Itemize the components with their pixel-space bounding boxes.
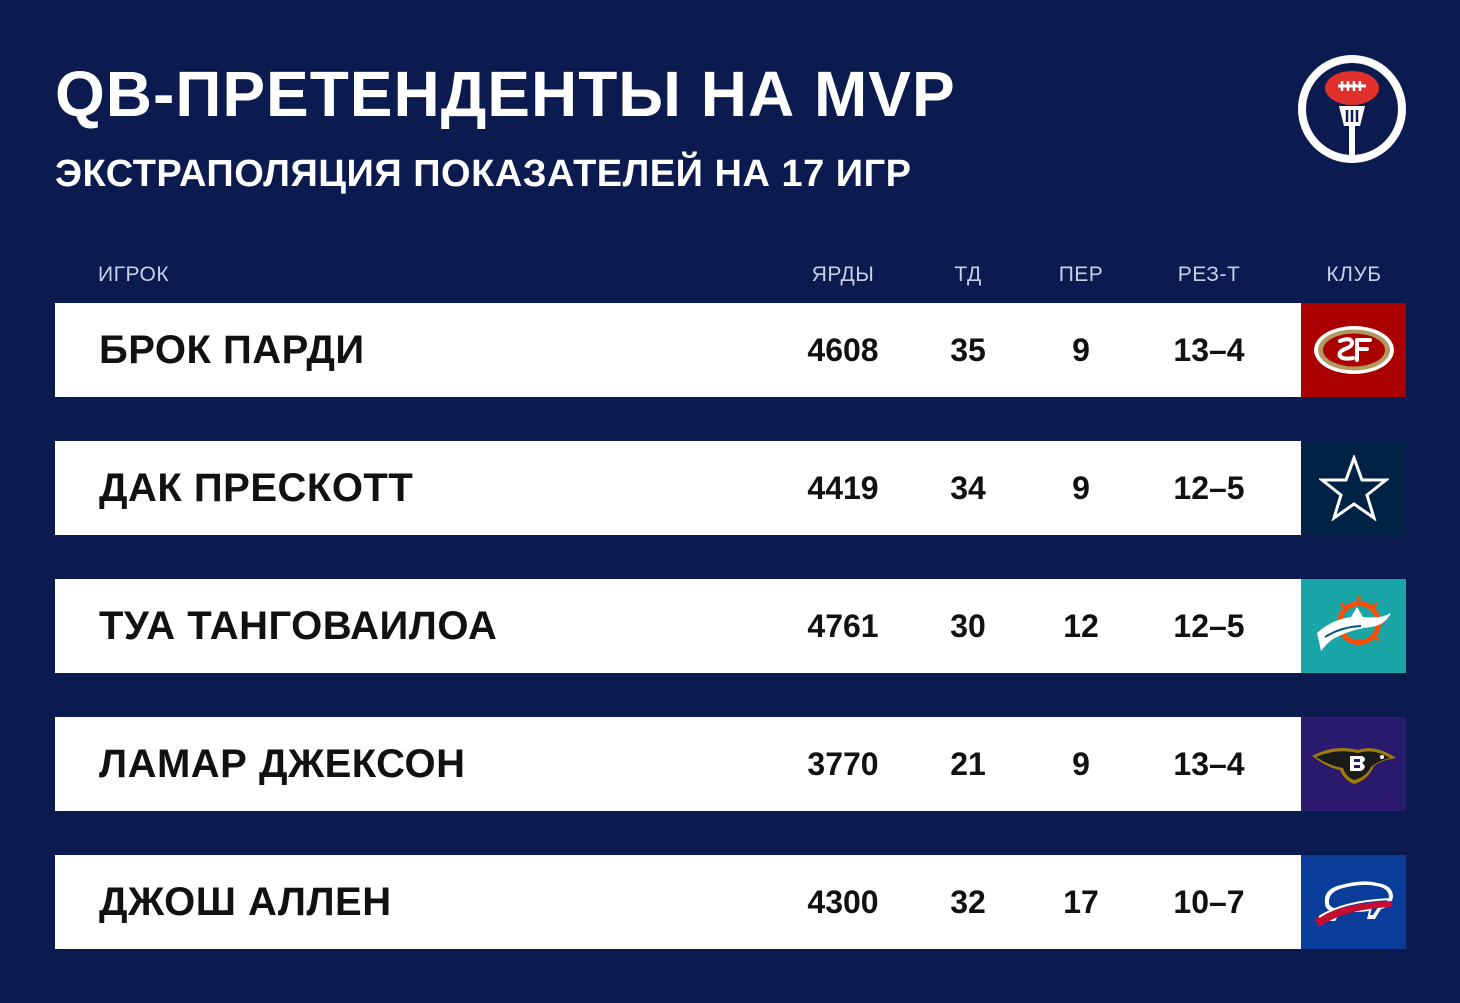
club-cell	[1301, 717, 1406, 811]
49ers-logo-icon	[1313, 326, 1394, 374]
ravens-logo-icon	[1311, 748, 1396, 784]
dolphins-logo-icon	[1316, 596, 1391, 651]
table-row: ЛАМАР ДЖЕКСОН 3770 21 9 13–4	[55, 717, 1406, 811]
td-value: 32	[950, 884, 986, 920]
yards-value: 4608	[807, 332, 879, 368]
club-cell	[1301, 441, 1406, 535]
table-header: ИГРОК ЯРДЫ ТД ПЕР РЕЗ-Т КЛУБ	[0, 258, 1460, 292]
yards-value: 4761	[807, 608, 879, 644]
club-cell	[1301, 579, 1406, 673]
td-value: 34	[950, 470, 986, 506]
int-value: 9	[1072, 746, 1090, 782]
player-name: БРОК ПАРДИ	[99, 328, 365, 372]
page-title: QB-ПРЕТЕНДЕНТЫ НА MVP	[55, 58, 956, 130]
club-cell	[1301, 855, 1406, 949]
int-value: 9	[1072, 470, 1090, 506]
table-row: БРОК ПАРДИ 4608 35 9 13–4	[55, 303, 1406, 397]
td-value: 30	[950, 608, 986, 644]
column-header-club: КЛУБ	[1326, 263, 1382, 286]
record-value: 10–7	[1173, 884, 1245, 920]
table-row: ТУА ТАНГОВАИЛОА 4761 30 12 12–5	[55, 579, 1406, 673]
column-header-yards: ЯРДЫ	[811, 263, 875, 286]
column-header-int: ПЕР	[1058, 263, 1104, 286]
player-name: ДЖОШ АЛЛЕН	[99, 880, 392, 924]
int-value: 12	[1063, 608, 1099, 644]
record-value: 12–5	[1173, 608, 1245, 644]
player-name: ТУА ТАНГОВАИЛОА	[99, 604, 498, 648]
yards-value: 3770	[807, 746, 879, 782]
table-row: ДЖОШ АЛЛЕН 4300 32 17 10–7	[55, 855, 1406, 949]
yards-value: 4300	[807, 884, 879, 920]
td-value: 21	[950, 746, 986, 782]
bills-logo-icon	[1314, 881, 1393, 927]
int-value: 17	[1063, 884, 1099, 920]
td-value: 35	[950, 332, 986, 368]
column-header-player: ИГРОК	[98, 263, 170, 286]
record-value: 12–5	[1173, 470, 1245, 506]
record-value: 13–4	[1173, 746, 1245, 782]
page-subtitle: ЭКСТРАПОЛЯЦИЯ ПОКАЗАТЕЛЕЙ НА 17 ИГР	[55, 153, 912, 195]
club-cell	[1301, 303, 1406, 397]
cowboys-star-icon	[1318, 455, 1389, 521]
player-name: ДАК ПРЕСКОТТ	[99, 466, 414, 510]
table-row: ДАК ПРЕСКОТТ 4419 34 9 12–5	[55, 441, 1406, 535]
player-name: ЛАМАР ДЖЕКСОН	[99, 742, 466, 786]
column-header-record: РЕЗ-Т	[1177, 263, 1241, 286]
int-value: 9	[1072, 332, 1090, 368]
column-header-td: ТД	[954, 263, 982, 286]
record-value: 13–4	[1173, 332, 1245, 368]
football-microphone-icon	[1297, 54, 1407, 164]
yards-value: 4419	[807, 470, 879, 506]
